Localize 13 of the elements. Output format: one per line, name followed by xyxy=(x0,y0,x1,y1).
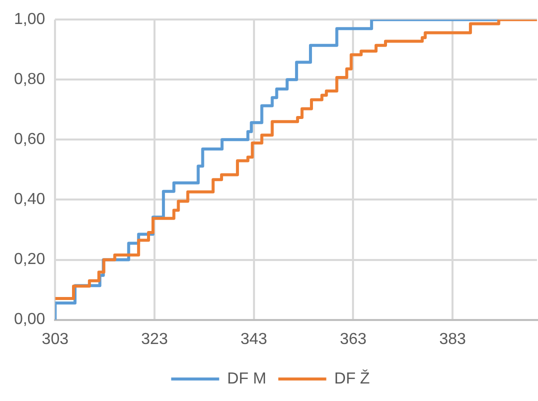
y-tick-label: 0,00 xyxy=(14,311,46,328)
x-tick-label: 323 xyxy=(141,330,168,348)
x-tick-label: 363 xyxy=(340,330,367,348)
x-tick-label: 303 xyxy=(42,330,69,348)
y-tick-label: 1,00 xyxy=(14,11,46,28)
y-tick-label: 0,40 xyxy=(14,191,46,208)
x-tick-label: 343 xyxy=(240,330,268,348)
x-tick-label: 383 xyxy=(439,330,466,348)
legend-label: DF Ž xyxy=(334,369,370,388)
y-tick-label: 0,80 xyxy=(14,71,46,88)
y-tick-label: 0,20 xyxy=(14,251,46,268)
legend-label: DF M xyxy=(227,370,266,388)
y-tick-label: 0,60 xyxy=(14,131,46,148)
